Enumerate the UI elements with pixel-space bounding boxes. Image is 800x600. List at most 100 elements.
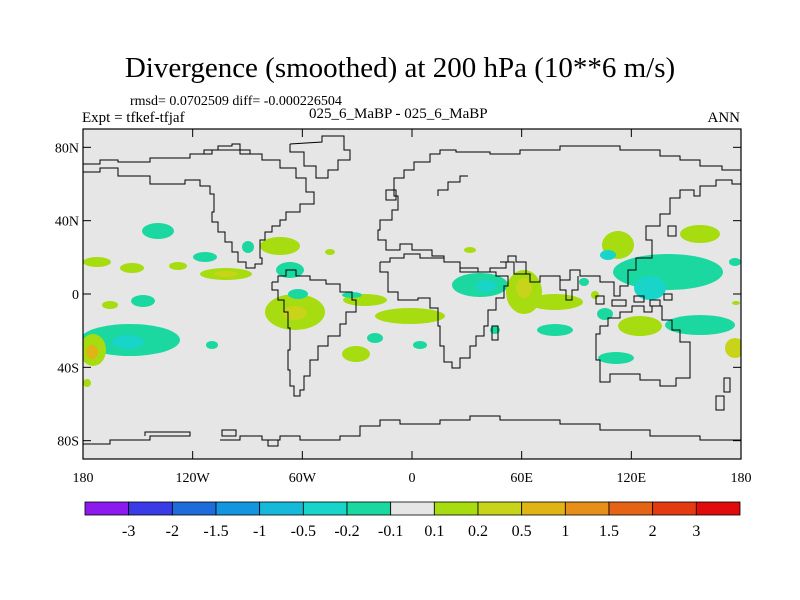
contour-fill bbox=[131, 295, 155, 307]
lon-tick-label: 60E bbox=[510, 471, 533, 486]
lon-tick-label: 60W bbox=[289, 471, 317, 486]
experiment-label: Expt = tfkef-tfjaf bbox=[82, 110, 185, 126]
contour-fills bbox=[83, 223, 741, 387]
colorbar-swatch bbox=[652, 501, 697, 516]
contour-fill bbox=[83, 379, 91, 387]
contour-fill bbox=[598, 352, 634, 364]
contour-fill bbox=[537, 324, 573, 336]
lon-tick-label: 120W bbox=[176, 471, 211, 486]
colorbar-label: -2 bbox=[166, 523, 179, 540]
stats-text: rmsd= 0.0702509 diff= -0.000226504 bbox=[130, 94, 342, 109]
contour-fill bbox=[413, 341, 427, 349]
contour-fill bbox=[579, 278, 589, 286]
colorbar-swatch bbox=[302, 501, 348, 516]
colorbar-label: -1 bbox=[253, 523, 266, 540]
continent-outlines bbox=[83, 135, 741, 447]
contour-fill bbox=[112, 335, 144, 349]
coastline-africa bbox=[379, 253, 509, 369]
colorbar-swatch bbox=[433, 501, 479, 516]
colorbar-label: 0.5 bbox=[512, 523, 532, 540]
colorbar-label: -0.2 bbox=[334, 523, 359, 540]
lat-tick-label: 0 bbox=[72, 288, 79, 303]
coastline-japan bbox=[667, 225, 677, 237]
contour-fill bbox=[516, 278, 532, 298]
contour-fill bbox=[600, 250, 616, 260]
contour-fill bbox=[680, 225, 720, 243]
coastline-scandinavia bbox=[437, 175, 468, 196]
coastline-antarctica-ice bbox=[221, 429, 279, 447]
contour-fill bbox=[729, 258, 741, 266]
contour-fill bbox=[618, 316, 662, 336]
colorbar-swatch bbox=[215, 501, 261, 516]
contour-fill bbox=[102, 301, 118, 309]
coastline-australia bbox=[595, 305, 691, 387]
contour-fill bbox=[613, 254, 723, 290]
colorbar-swatch bbox=[521, 501, 566, 516]
contour-fill bbox=[527, 294, 583, 310]
contour-fill bbox=[83, 257, 111, 267]
coastline-greenland bbox=[203, 143, 251, 154]
contour-fill bbox=[597, 308, 613, 320]
plot-title: Divergence (smoothed) at 200 hPa (10**6 … bbox=[124, 52, 676, 84]
lat-tick-label: 40N bbox=[55, 215, 79, 230]
lat-tick-label: 80N bbox=[55, 141, 79, 156]
colorbar-swatch bbox=[695, 501, 741, 516]
map-background bbox=[83, 129, 741, 459]
contour-fill bbox=[342, 346, 370, 362]
contour-fill bbox=[214, 271, 238, 277]
coastline-new-zealand bbox=[715, 377, 731, 411]
coastline-india bbox=[559, 276, 579, 301]
coastline-antarctica bbox=[83, 415, 741, 445]
coastline-madagascar bbox=[491, 325, 499, 341]
colorbar: -3 -2 -1.5 -1 -0.5 -0.2 -0.1 0.1 0.2 0.5 1 1.5 2 3 bbox=[84, 501, 741, 540]
lat-tick-label: 40S bbox=[57, 361, 79, 376]
contour-fill bbox=[464, 247, 476, 253]
contour-fill bbox=[725, 338, 741, 358]
contour-fill bbox=[591, 291, 599, 299]
contour-fill bbox=[325, 249, 335, 255]
coastline-south-america bbox=[271, 269, 357, 397]
contour-fill bbox=[242, 241, 254, 253]
lon-tick-label: 0 bbox=[409, 471, 416, 486]
coastline-british-isles bbox=[385, 189, 397, 201]
contour-fill bbox=[142, 223, 174, 239]
colorbar-label: 1 bbox=[561, 523, 569, 540]
lon-tick-label: 180 bbox=[73, 471, 94, 486]
contour-fill bbox=[367, 333, 383, 343]
colorbar-swatch bbox=[477, 501, 523, 516]
coastline-north-america bbox=[83, 149, 315, 269]
season-label: ANN bbox=[707, 110, 741, 126]
colorbar-swatch bbox=[128, 501, 173, 516]
contour-fill bbox=[86, 345, 98, 359]
contour-fill bbox=[288, 289, 308, 299]
coastline-arabia bbox=[500, 255, 527, 274]
colorbar-label: 0.1 bbox=[424, 523, 444, 540]
colorbar-label: -0.1 bbox=[378, 523, 403, 540]
colorbar-label: 0.2 bbox=[468, 523, 488, 540]
colorbar-swatch bbox=[346, 501, 392, 516]
colorbar-swatch bbox=[390, 501, 435, 516]
colorbar-label: -1.5 bbox=[203, 523, 228, 540]
colorbar-swatch bbox=[171, 501, 217, 516]
colorbar-swatch bbox=[564, 501, 610, 516]
contour-fill bbox=[260, 237, 300, 255]
case-label: 025_6_MaBP - 025_6_MaBP bbox=[309, 106, 488, 122]
contour-fill bbox=[169, 262, 187, 270]
colorbar-swatch bbox=[259, 501, 304, 516]
lat-tick-label: 80S bbox=[57, 435, 79, 450]
colorbar-label: 2 bbox=[649, 523, 657, 540]
contour-fill bbox=[193, 252, 217, 262]
colorbar-swatch bbox=[84, 501, 130, 516]
contour-fill bbox=[634, 276, 666, 300]
latitude-axis: 80N 40N 0 40S 80S bbox=[55, 141, 741, 450]
contour-fill bbox=[206, 341, 218, 349]
colorbar-swatch bbox=[608, 501, 654, 516]
coastline-arctic-islands bbox=[289, 135, 351, 179]
lon-tick-label: 120E bbox=[617, 471, 647, 486]
colorbar-label: -0.5 bbox=[291, 523, 316, 540]
contour-fill bbox=[665, 315, 735, 335]
colorbar-label: -3 bbox=[122, 523, 135, 540]
contour-fill bbox=[120, 263, 144, 273]
contour-fill bbox=[732, 301, 740, 305]
colorbar-label: 1.5 bbox=[599, 523, 619, 540]
